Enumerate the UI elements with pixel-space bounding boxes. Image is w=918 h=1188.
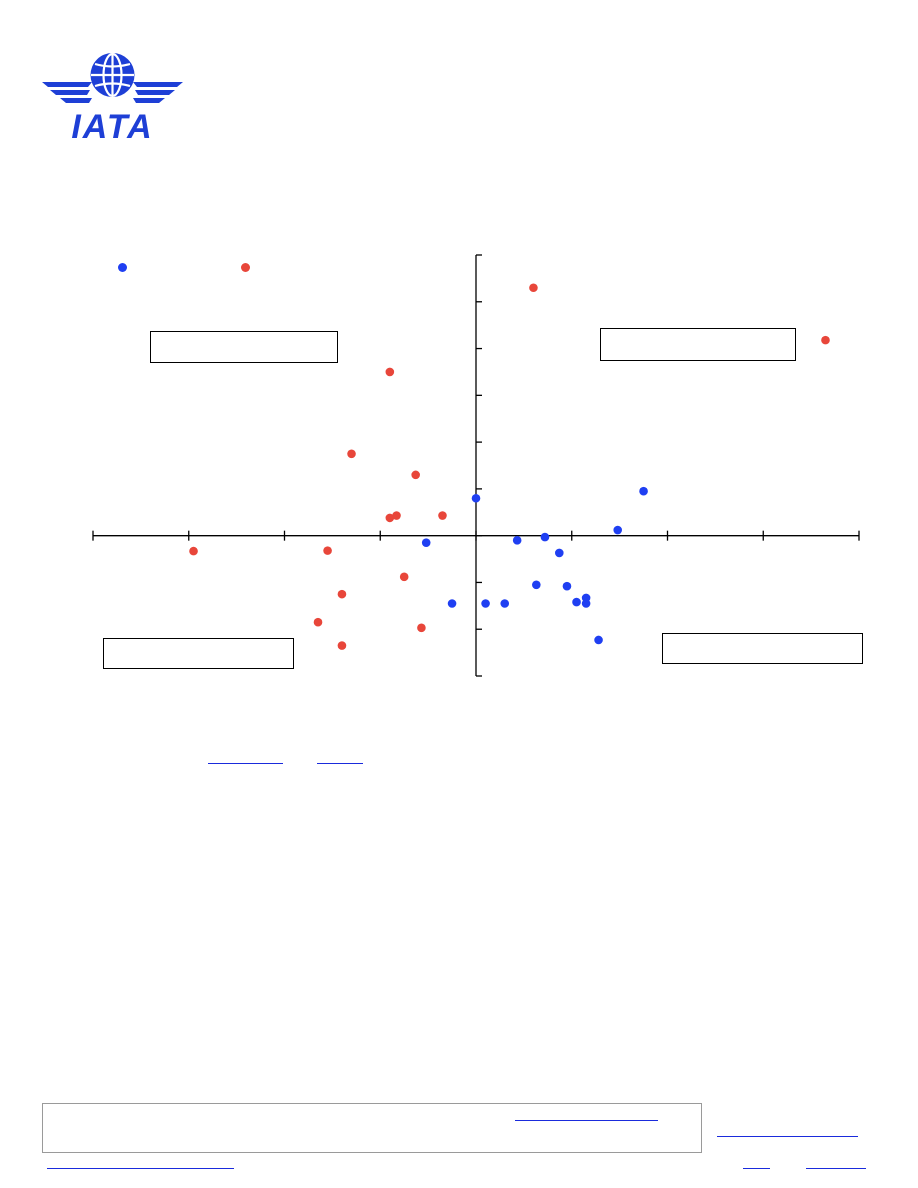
legend-marker-red [241, 263, 250, 272]
data-point-red [347, 449, 356, 459]
footer-disclaimer-box [42, 1103, 702, 1153]
bottom-right-link-2[interactable] [806, 1168, 866, 1169]
bottom-left-link[interactable] [47, 1168, 234, 1169]
data-point-red [385, 513, 395, 523]
data-point-red [417, 623, 426, 633]
source-link-2[interactable] [317, 763, 363, 764]
data-point-blue [532, 580, 541, 590]
chart-marks [189, 283, 830, 650]
data-point-blue [540, 532, 550, 542]
quadrant-label-top-left [150, 331, 338, 363]
data-point-blue [572, 597, 581, 607]
quadrant-label-bottom-right [662, 633, 863, 664]
data-point-blue [512, 536, 522, 545]
scatter-chart [92, 254, 860, 677]
data-point-red [438, 511, 447, 520]
quadrant-label-bottom-left [103, 638, 294, 669]
data-point-blue [581, 599, 591, 608]
right-link[interactable] [717, 1136, 858, 1137]
data-point-blue [594, 635, 603, 645]
data-point-red [385, 367, 395, 377]
data-point-red [189, 546, 198, 556]
data-point-red [337, 589, 347, 599]
data-point-red [323, 546, 332, 555]
data-point-red [399, 572, 409, 582]
data-point-blue [447, 599, 457, 608]
data-point-blue [471, 493, 481, 503]
data-point-blue [639, 486, 648, 496]
data-point-blue [613, 525, 623, 535]
data-point-red [313, 617, 323, 627]
data-point-red [821, 335, 830, 345]
quadrant-label-top-right [600, 328, 796, 361]
data-point-blue [500, 599, 510, 608]
data-point-red [337, 641, 347, 650]
data-point-blue [562, 581, 572, 591]
data-point-blue [555, 548, 564, 558]
chart-axes [92, 254, 860, 677]
footer-link[interactable] [515, 1120, 658, 1121]
data-point-blue [481, 599, 490, 608]
data-point-red [392, 511, 401, 520]
logo-wordmark: IATA [71, 108, 153, 145]
data-point-red [411, 470, 420, 480]
iata-logo: IATA [42, 52, 183, 145]
data-point-red [529, 283, 538, 293]
wing-right-icon [133, 82, 183, 103]
bottom-right-link-1[interactable] [743, 1168, 770, 1169]
legend-marker-blue [118, 263, 127, 272]
source-link-1[interactable] [208, 763, 283, 764]
data-point-blue [421, 538, 431, 547]
wing-left-icon [42, 82, 92, 103]
